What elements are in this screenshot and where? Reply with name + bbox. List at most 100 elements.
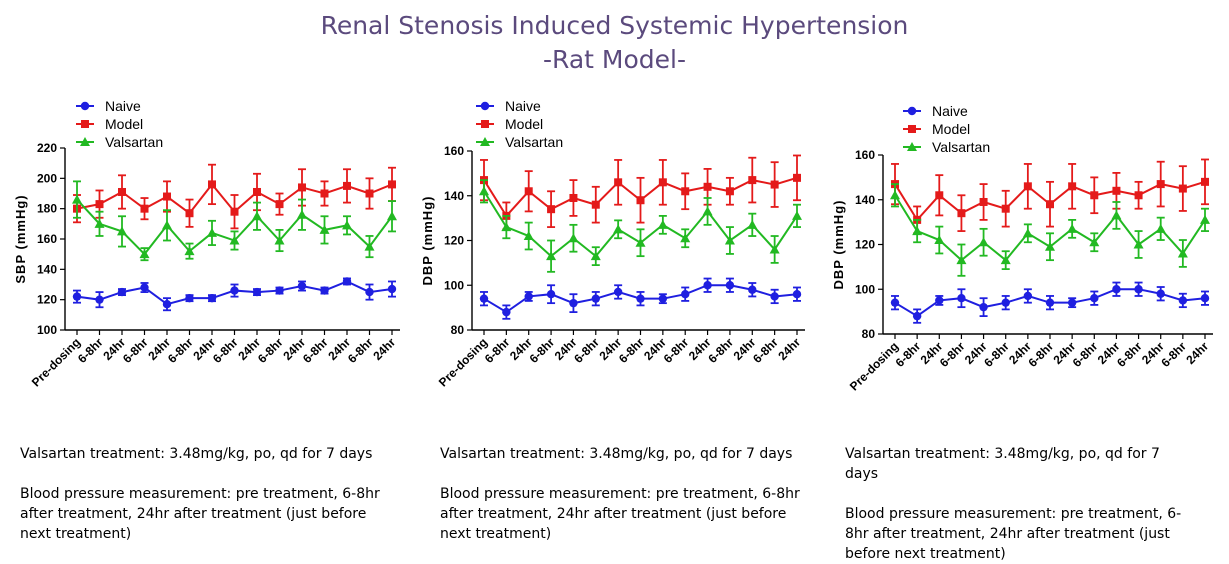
x-tick-label: 6-8hr — [300, 335, 331, 366]
data-point — [298, 183, 306, 192]
data-point — [657, 219, 668, 229]
sbp-chart: 100 120 140 160 180 200 220 SBP (mmHg) Pre-dosin… — [13, 98, 400, 389]
data-point — [479, 186, 489, 196]
data-point — [890, 298, 900, 307]
data-point — [978, 237, 989, 247]
data-point — [342, 277, 352, 286]
y-tick-label: 80 — [862, 327, 876, 341]
legend-label: Model — [932, 121, 970, 137]
data-point — [569, 193, 578, 202]
data-point — [590, 251, 601, 261]
data-point — [1067, 223, 1078, 233]
chart-subtitle: -Rat Model- — [543, 45, 686, 74]
legend-label: Valsartan — [105, 134, 163, 150]
y-axis-label: DBP (mmHg) — [831, 200, 846, 290]
y-tick-label: 120 — [37, 293, 57, 307]
x-tick-label: 6-8hr — [120, 335, 151, 366]
data-point — [365, 189, 374, 198]
legend-label: Naive — [105, 98, 141, 114]
data-point — [769, 244, 780, 254]
data-point — [524, 187, 533, 196]
y-tick-label: 100 — [444, 278, 464, 292]
note-block-3: Valsartan treatment: 3.48mg/kg, po, qd f… — [845, 444, 1190, 564]
y-axis-label: DBP (mmHg) — [420, 196, 435, 286]
data-point — [524, 292, 533, 301]
measurement-note: Blood pressure measurement: pre treatmen… — [845, 506, 1182, 562]
x-tick-label: 24hr — [1183, 339, 1211, 367]
data-point — [957, 294, 966, 303]
y-tick-label: 100 — [855, 282, 875, 296]
y-tick-label: 160 — [37, 232, 57, 246]
data-point — [253, 187, 261, 196]
data-point — [636, 294, 645, 303]
data-point — [935, 296, 944, 305]
legend-marker — [81, 120, 89, 128]
data-point — [681, 187, 690, 196]
y-tick-label: 120 — [855, 238, 875, 252]
data-point — [956, 255, 967, 265]
note-block-2: Valsartan treatment: 3.48mg/kg, po, qd f… — [440, 444, 820, 544]
data-point — [546, 251, 557, 261]
legend-marker — [480, 101, 490, 111]
data-point — [184, 246, 195, 256]
x-tick-label: 24hr — [370, 335, 398, 363]
series-naive — [72, 277, 397, 312]
data-point — [94, 218, 105, 228]
x-tick-label: 6-8hr — [981, 339, 1012, 370]
data-point — [569, 298, 578, 308]
data-point — [162, 300, 172, 309]
data-point — [207, 227, 217, 237]
legend-marker — [480, 137, 490, 146]
y-tick-label: 220 — [37, 141, 57, 155]
data-point — [387, 284, 397, 294]
legend-label: Model — [505, 116, 543, 132]
data-point — [1089, 237, 1100, 247]
chart-title: Renal Stenosis Induced Systemic Hyperten… — [320, 11, 909, 40]
data-point — [1112, 186, 1121, 195]
data-point — [72, 292, 82, 301]
y-tick-label: 100 — [37, 323, 57, 337]
data-point — [1001, 298, 1010, 307]
y-tick-label: 160 — [444, 144, 464, 158]
y-tick-label: 140 — [855, 193, 875, 207]
data-point — [613, 287, 623, 297]
note-block-1: Valsartan treatment: 3.48mg/kg, po, qd f… — [20, 444, 400, 544]
data-point — [72, 194, 82, 204]
data-point — [297, 209, 307, 219]
y-tick-label: 160 — [855, 148, 875, 162]
data-point — [1090, 294, 1099, 303]
legend-marker — [80, 101, 90, 111]
data-point — [792, 210, 802, 220]
data-point — [547, 205, 556, 214]
data-point — [1067, 298, 1077, 307]
data-point — [208, 180, 216, 189]
data-point — [140, 283, 149, 292]
data-point — [1046, 200, 1054, 209]
legend-label: Naive — [932, 103, 968, 119]
data-point — [792, 290, 802, 299]
data-point — [185, 209, 194, 218]
x-tick-label: 6-8hr — [893, 339, 924, 370]
series-valsartan — [890, 183, 1210, 277]
legend-marker — [481, 120, 489, 128]
data-point — [614, 178, 623, 187]
treatment-note: Valsartan treatment: 3.48mg/kg, po, qd f… — [20, 446, 373, 462]
x-tick-label: 6-8hr — [255, 335, 286, 366]
x-tick-label: Pre-dosing — [847, 339, 901, 393]
legend-marker — [907, 106, 917, 116]
data-point — [364, 241, 375, 251]
data-point — [979, 197, 988, 206]
x-tick-label: 6-8hr — [1025, 339, 1056, 370]
data-point — [635, 237, 646, 247]
x-tick-label: 6-8hr — [571, 335, 602, 366]
legend-label: Model — [105, 116, 143, 132]
data-point — [770, 292, 779, 301]
legend-label: Valsartan — [932, 139, 990, 155]
data-point — [1177, 248, 1188, 258]
data-point — [275, 200, 284, 209]
data-point — [140, 204, 149, 213]
data-point — [591, 200, 600, 209]
x-tick-label: 6-8hr — [165, 335, 196, 366]
data-point — [934, 235, 945, 245]
